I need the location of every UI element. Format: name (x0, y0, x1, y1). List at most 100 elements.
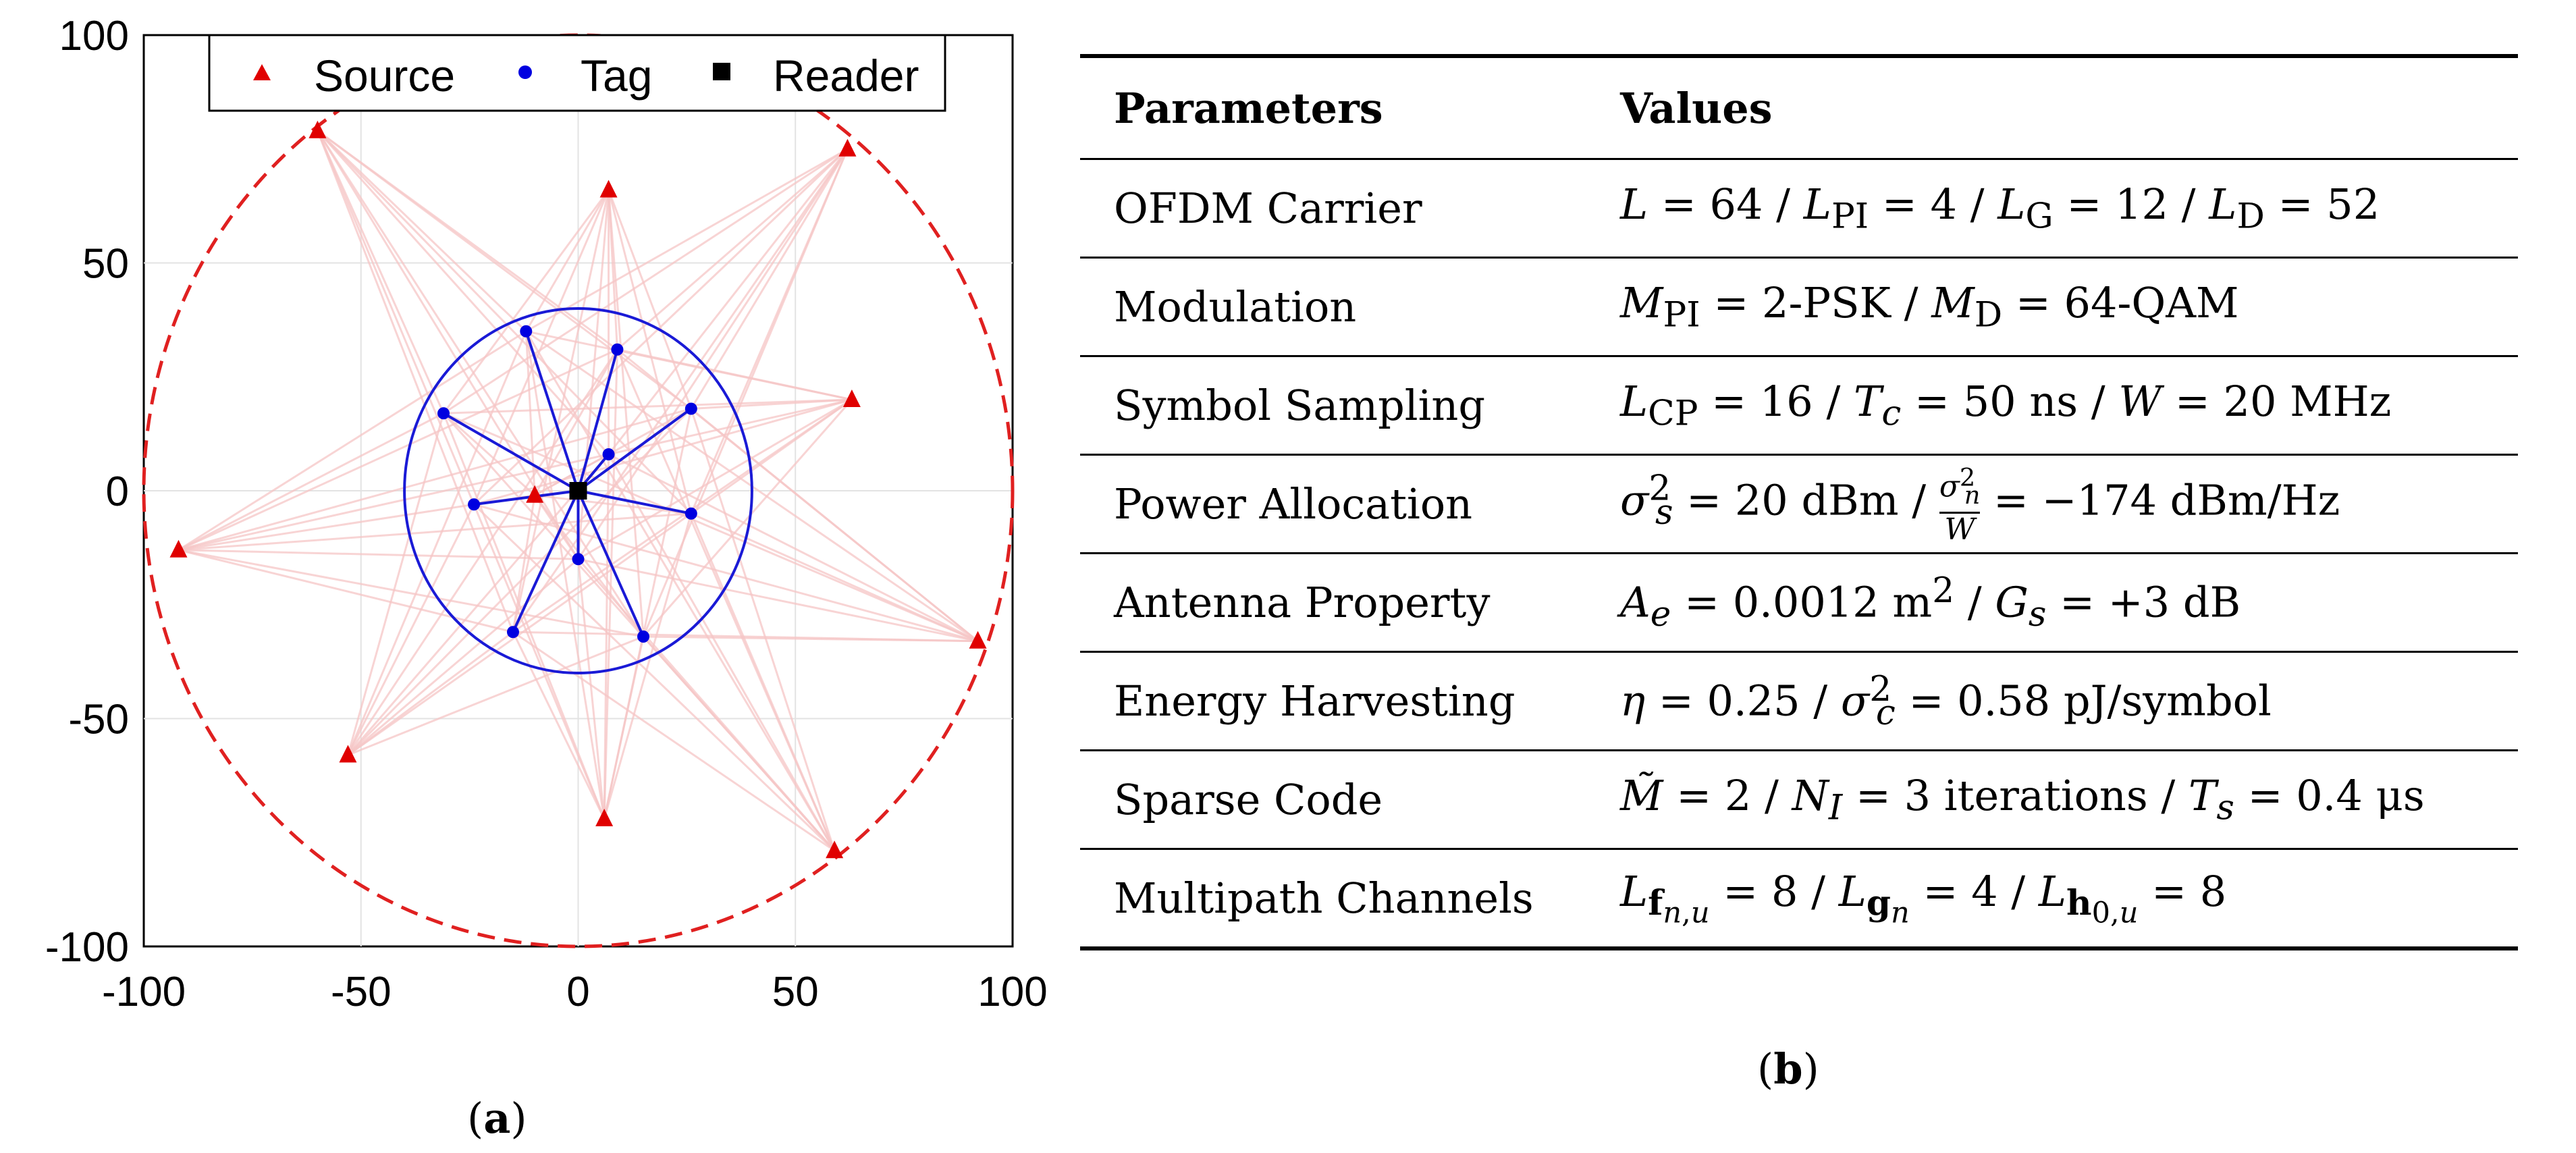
param-name: Multipath Channels (1080, 849, 1586, 950)
tag-reader-link (576, 490, 645, 637)
source-tag-link (473, 504, 606, 820)
source-boundary-circle (142, 33, 1015, 948)
source-tag-link (473, 398, 853, 506)
legend-reader-label: Reader (773, 51, 919, 101)
legend-box (208, 34, 946, 112)
source-tag-link (603, 636, 645, 820)
table-row: OFDM Carrier L = 64 / LPI = 4 / LG = 12 … (1080, 159, 2518, 259)
param-name: OFDM Carrier (1080, 159, 1586, 259)
source-tag-link (642, 149, 849, 637)
source-tag-link (608, 454, 836, 851)
source-tag-link (178, 330, 527, 552)
source-tag-link (525, 148, 849, 333)
legend-tag-marker (518, 65, 532, 79)
caption-b: (b) (1757, 1044, 1819, 1094)
tag-links (443, 331, 692, 637)
source-tag-link (608, 453, 979, 643)
param-value: L = 64 / LPI = 4 / LG = 12 / LD = 52 (1586, 159, 2518, 259)
source-tag-link (690, 408, 836, 851)
source-tag-link (608, 148, 849, 455)
source-tag-link (642, 636, 836, 852)
source-tag-link (443, 398, 852, 414)
param-value: σ2s = 20 dBm / σ2n W = −174 dBm/Hz (1586, 454, 2518, 554)
source-tag-link (442, 189, 610, 414)
source-tag-link (347, 512, 692, 756)
source-tag-link (317, 130, 527, 332)
source-tag-link (691, 398, 852, 410)
table-row: Antenna Property Ae = 0.0012 m2 / Gs = +… (1080, 553, 2518, 653)
table-row: Power Allocation σ2s = 20 dBm / σ2n W = −… (1080, 454, 2518, 554)
tag-marker (685, 402, 697, 415)
tag-reader-link (525, 331, 580, 491)
source-marker (526, 485, 544, 503)
source-tag-link (347, 408, 692, 756)
source-tag-link (525, 331, 536, 495)
param-value: η = 0.25 / σ2c = 0.58 pJ/symbol (1586, 651, 2518, 751)
source-tag-link (578, 558, 978, 643)
table-row: Energy Harvesting η = 0.25 / σ2c = 0.58 … (1080, 651, 2518, 751)
reader-marker (569, 482, 587, 500)
param-name: Power Allocation (1080, 454, 1586, 554)
tag-reader-link (578, 489, 692, 515)
source-tag-link (442, 412, 606, 820)
source-tag-link (178, 549, 644, 638)
legend-tag-label: Tag (581, 51, 652, 101)
source-tag-link (178, 512, 691, 552)
source-tag-link (525, 331, 606, 820)
tag-reader-link (512, 490, 580, 633)
y-tick-label: 50 (82, 241, 129, 288)
tag-marker (602, 448, 615, 460)
source-marker (169, 539, 188, 558)
header-values: Values (1586, 54, 2518, 160)
x-tick-label: -100 (102, 969, 186, 1015)
parameter-table: Parameters Values OFDM Carrier L = 64 / … (1080, 54, 2518, 950)
tag-marker (637, 631, 650, 643)
param-value: M̃ = 2 / NI = 3 iterations / Ts = 0.4 μs (1586, 750, 2518, 850)
table-header-row: Parameters Values (1080, 54, 2518, 160)
source-marker (826, 840, 844, 859)
source-tag-link (347, 631, 514, 756)
source-tag-link (643, 635, 978, 643)
param-value: MPI = 2-PSK / MD = 64-QAM (1586, 257, 2518, 357)
source-tag-link (317, 130, 475, 505)
source-tag-link (616, 148, 849, 350)
y-tick-label: -50 (68, 697, 129, 743)
source-tag-link (317, 130, 514, 633)
caption-a: (a) (467, 1094, 527, 1143)
legend: Source Tag Reader (208, 34, 946, 112)
source-marker (842, 390, 861, 407)
tag-marker (685, 507, 697, 520)
markers (169, 120, 987, 859)
source-tag-link (473, 148, 849, 506)
source-tag-link (525, 330, 836, 852)
source-tag-link (608, 190, 693, 514)
source-marker (599, 180, 618, 198)
tag-marker (572, 553, 585, 566)
table-row: Symbol Sampling LCP = 16 / Tc = 50 ns / … (1080, 356, 2518, 456)
source-tag-link (690, 513, 836, 851)
param-value: Lfn,u = 8 / Lgn = 4 / Lh0,u = 8 (1586, 849, 2518, 950)
source-tag-link (608, 189, 693, 410)
source-tag-link (690, 408, 979, 642)
param-name: Sparse Code (1080, 750, 1586, 850)
tag-marker (520, 325, 533, 338)
tag-reader-link (443, 412, 579, 492)
tag-marker (611, 343, 624, 356)
source-tag-link (443, 412, 979, 643)
source-tag-link (577, 559, 606, 820)
header-parameters: Parameters (1080, 54, 1586, 160)
source-tag-link (178, 408, 692, 552)
param-value: LCP = 16 / Tc = 50 ns / W = 20 MHz (1586, 356, 2518, 456)
param-name: Modulation (1080, 257, 1586, 357)
x-tick-label: -50 (331, 969, 392, 1015)
table-row: Sparse Code M̃ = 2 / NI = 3 iterations /… (1080, 750, 2518, 850)
tag-reader-link (576, 349, 619, 491)
y-tick-label: 0 (106, 468, 129, 515)
source-tag-link (178, 549, 579, 560)
source-tag-link (347, 504, 475, 756)
source-marker (308, 120, 327, 138)
x-tick-label: 0 (566, 969, 589, 1015)
source-tag-link (347, 635, 644, 756)
tag-marker (506, 626, 519, 639)
source-tag-link (317, 130, 692, 410)
